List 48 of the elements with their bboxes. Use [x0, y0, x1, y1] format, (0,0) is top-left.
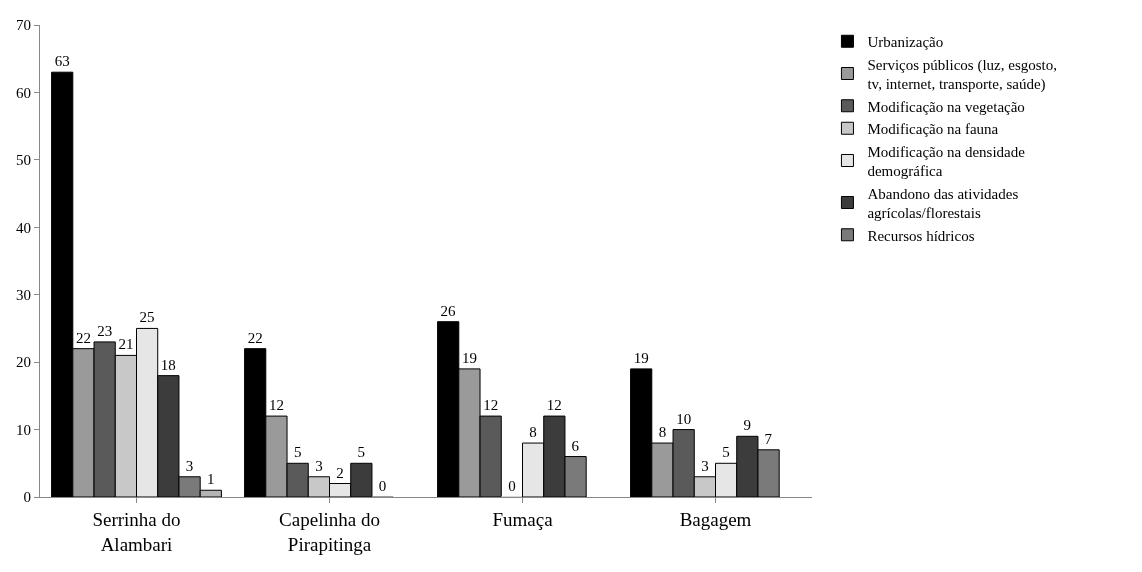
data-label: 1: [207, 471, 215, 488]
data-label: 26: [440, 302, 456, 319]
data-label: 3: [185, 457, 194, 474]
data-label: 6: [571, 437, 580, 454]
legend-label: Modificação na fauna: [867, 121, 999, 138]
data-label: 5: [722, 444, 730, 461]
data-label: 23: [97, 322, 113, 339]
y-tick-label: 50: [16, 152, 31, 169]
data-label: 3: [701, 457, 709, 474]
y-tick-label: 0: [23, 489, 31, 506]
data-label: 7: [764, 430, 773, 447]
data-label: 12: [268, 397, 284, 414]
legend-label: Abandono das atividades agrícolas/florestais: [867, 185, 1019, 222]
data-label: 0: [378, 478, 387, 494]
y-tick-label: 40: [16, 219, 31, 236]
data-label: 0: [508, 478, 516, 494]
data-label: 8: [529, 424, 537, 441]
x-tick-label: Fumaça: [492, 508, 554, 530]
data-label: 22: [75, 329, 91, 346]
x-tick-label: Bagagem: [679, 508, 752, 530]
y-tick-label: 30: [16, 286, 31, 303]
data-label: 19: [461, 349, 477, 366]
data-label: 22: [247, 329, 263, 346]
data-label: 5: [357, 444, 366, 461]
data-label: 10: [676, 410, 692, 427]
data-label: 3: [315, 457, 323, 474]
legend-label: Recursos hídricos: [867, 227, 975, 244]
legend-label: Urbanização: [867, 34, 944, 51]
legend-label: Serviços públicos (luz, esgosto, tv, internet, transporte, saúde): [867, 56, 1057, 94]
data-label: 18: [160, 356, 176, 373]
legend-label: Modificação na vegetação: [867, 98, 1025, 115]
data-label: 21: [118, 336, 134, 353]
data-label: 25: [139, 309, 155, 326]
y-tick-label: 70: [16, 17, 31, 34]
data-label: 12: [483, 397, 499, 414]
x-tick-label: Serrinha do Alambari: [92, 508, 181, 555]
data-label: 63: [54, 53, 70, 70]
y-tick-label: 60: [16, 84, 31, 101]
x-tick-label: Capelinha do Pirapitinga: [279, 508, 380, 555]
data-label: 8: [658, 424, 667, 441]
legend-label: Modificação na densidade demográfica: [867, 143, 1026, 180]
y-tick-label: 20: [16, 354, 31, 371]
data-label: 2: [336, 464, 344, 481]
data-label: 5: [293, 444, 302, 461]
data-label: 9: [743, 417, 752, 434]
data-label: 12: [546, 397, 562, 414]
y-tick-label: 10: [16, 421, 31, 438]
data-label: 19: [633, 349, 649, 366]
